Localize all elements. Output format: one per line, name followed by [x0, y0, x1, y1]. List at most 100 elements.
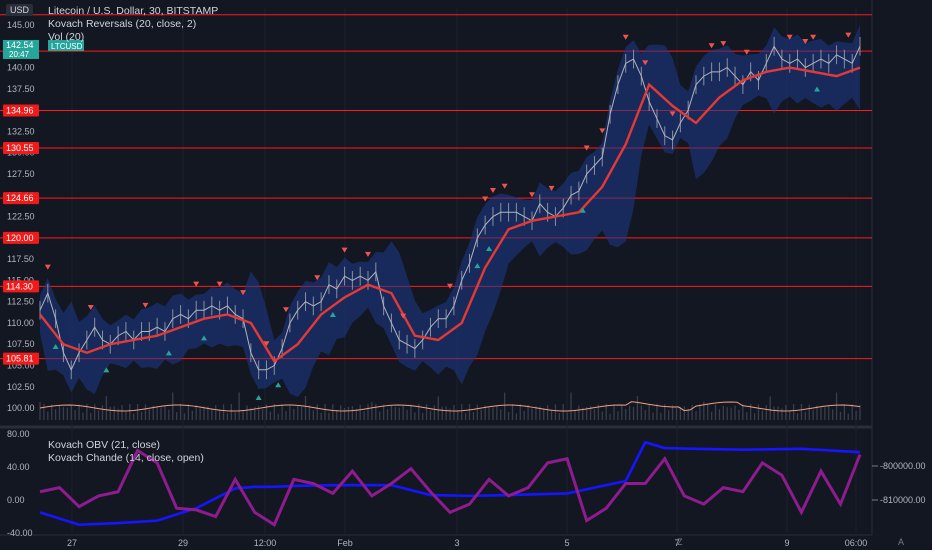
down-arrow [720, 41, 727, 47]
down-arrow [708, 43, 715, 49]
level-tag [3, 231, 39, 244]
legend-indicator-chande[interactable]: Kovach Chande (14, close, open) [48, 452, 204, 464]
down-arrow [87, 305, 94, 311]
symbol-tag-label: LTCUSD [51, 42, 83, 51]
reversal-ma-line [39, 66, 861, 363]
last-price-tag [3, 39, 39, 59]
y-tick-label: 117.50 [7, 254, 34, 264]
level-tag-label: 114.30 [6, 281, 33, 291]
countdown-label: 20:47 [9, 50, 30, 59]
level-tag [3, 280, 39, 293]
x-tick-label: 9 [784, 538, 789, 548]
x-tick-label: 12:00 [254, 538, 277, 548]
level-tag-label: 134.96 [6, 105, 34, 115]
x-tick-label: 5 [564, 538, 569, 548]
reversal-band [40, 25, 860, 398]
last-price-label: 142.54 [6, 40, 34, 50]
up-arrow [474, 263, 481, 269]
level-tag-label: 120.00 [6, 233, 34, 243]
auto-scale-icon[interactable]: A [898, 537, 905, 547]
down-arrow [142, 302, 149, 308]
down-arrow [802, 39, 809, 45]
y-tick-label: 110.00 [7, 318, 34, 328]
up-arrow [52, 343, 59, 349]
y-tick-label: 102.50 [7, 382, 35, 392]
volume-ma-line [39, 401, 861, 412]
up-arrow [579, 207, 586, 213]
down-arrow [263, 341, 270, 347]
level-tag [3, 192, 39, 205]
down-arrow [341, 247, 348, 253]
y-tick-label: 137.50 [7, 84, 35, 94]
y-tick-label: 140.00 [7, 63, 35, 73]
right-y-tick-label: -800000.00 [880, 461, 926, 471]
level-tag-label: 124.66 [6, 193, 34, 203]
up-arrow [275, 382, 282, 388]
down-arrow [669, 111, 676, 117]
y-tick-label: 112.50 [7, 297, 34, 307]
down-arrow [447, 283, 453, 289]
level-tag [3, 352, 39, 365]
down-arrow [743, 49, 750, 55]
level-tag-label: 130.55 [6, 143, 34, 153]
legend-indicator-reversals[interactable]: Kovach Reversals (20, close, 2) [48, 18, 197, 30]
down-arrow [810, 34, 817, 40]
chande-line [39, 448, 862, 527]
obv-line [39, 440, 861, 527]
x-tick-label: Feb [337, 538, 353, 548]
down-arrow [482, 196, 489, 202]
down-arrow [599, 128, 606, 134]
up-arrow [103, 367, 110, 373]
up-arrow [486, 246, 493, 252]
sub-y-tick-label: -40.00 [7, 528, 33, 538]
down-arrow [583, 145, 590, 151]
y-tick-label: 107.50 [7, 339, 35, 349]
down-arrow [622, 34, 629, 40]
legend-indicator-obv[interactable]: Kovach OBV (21, close) [48, 439, 161, 451]
up-arrow [329, 312, 336, 318]
up-arrow [201, 335, 207, 341]
down-arrow [240, 290, 247, 296]
down-arrow [216, 281, 223, 287]
y-tick-label: 100.00 [7, 403, 35, 413]
currency-badge[interactable]: USD [6, 4, 34, 16]
down-arrow [44, 264, 51, 270]
right-y-tick-label: -810000.00 [880, 495, 926, 505]
symbol-tag-bg [48, 39, 84, 51]
legend-main-title[interactable]: Litecoin / U.S. Dollar, 30, BITSTAMP [48, 5, 219, 17]
down-arrow [193, 281, 200, 287]
down-arrow [365, 251, 371, 257]
up-arrow [255, 395, 262, 401]
sub-y-tick-label: 0.00 [7, 495, 25, 505]
down-arrow [283, 307, 289, 313]
up-arrow [165, 350, 172, 356]
legend-indicator-volume[interactable]: Vol (20) [48, 31, 85, 43]
x-tick-label: 3 [454, 538, 459, 548]
down-arrow [400, 313, 407, 319]
x-tick-label: 29 [178, 538, 188, 548]
level-tag [3, 142, 39, 155]
down-arrow [786, 34, 793, 40]
down-arrow [501, 183, 508, 189]
down-arrow [529, 192, 535, 198]
y-tick-label: 127.50 [7, 169, 35, 179]
down-arrow [845, 32, 852, 38]
level-tag [3, 104, 39, 117]
down-arrow [642, 60, 649, 66]
price-line [39, 45, 861, 371]
sub-y-tick-label: 40.00 [7, 462, 30, 472]
y-tick-label: 132.50 [7, 126, 35, 136]
timezone-icon[interactable]: Z [677, 537, 683, 547]
sub-y-tick-label: 80.00 [7, 429, 30, 439]
y-tick-label: 122.50 [7, 212, 35, 222]
x-tick-label: 7 [674, 538, 679, 548]
y-tick-label: 145.00 [7, 20, 35, 30]
x-tick-label: 06:00 [845, 538, 868, 548]
x-tick-label: 27 [67, 538, 77, 548]
up-arrow [814, 86, 821, 92]
level-tag-label: 105.81 [6, 354, 34, 364]
down-arrow [489, 188, 496, 194]
down-arrow [314, 275, 321, 281]
